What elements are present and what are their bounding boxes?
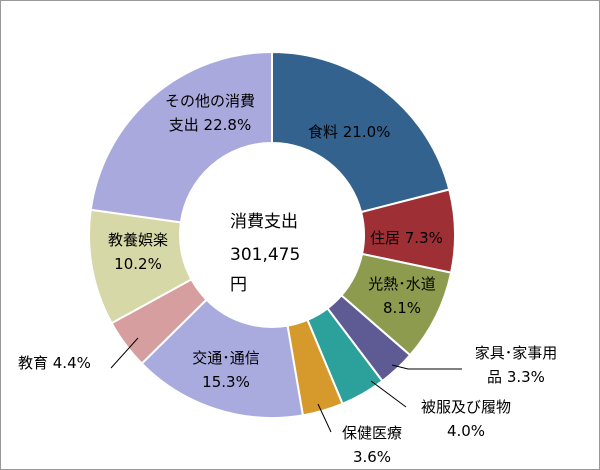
slice-label-3-line-1: 品 3.3% <box>487 368 545 386</box>
center-label-line-1: 消費支出 <box>230 212 298 232</box>
leader-line-7 <box>110 337 139 369</box>
slice-label-8-line-1: 10.2% <box>114 255 162 273</box>
slice-label-5-line-0: 保健医療 <box>342 424 402 442</box>
center-label-line-2: 301,475 <box>230 245 300 265</box>
leader-line-5 <box>317 403 332 433</box>
leader-line-4 <box>370 380 407 408</box>
slice-label-3-line-0: 家具･家事用 <box>475 344 558 362</box>
slice-label-4-line-0: 被服及び履物 <box>421 398 511 416</box>
slice-label-5-line-1: 3.6% <box>353 448 391 466</box>
slice-label-2-line-1: 8.1% <box>383 299 421 317</box>
slice-label-1-line-0: 住居 7.3% <box>370 229 443 247</box>
slice-label-9-line-0: その他の消費 <box>165 92 255 110</box>
slice-9 <box>89 50 273 224</box>
slice-label-6-line-0: 交通･通信 <box>192 349 260 367</box>
slice-label-4-line-1: 4.0% <box>447 422 485 440</box>
slice-label-6-line-1: 15.3% <box>202 373 250 391</box>
slice-label-0-line-0: 食料 21.0% <box>308 123 390 141</box>
slice-0 <box>271 50 451 214</box>
slice-label-9-line-1: 支出 22.8% <box>169 116 251 134</box>
slices-group <box>88 50 456 419</box>
leader-lines-group <box>110 337 462 433</box>
center-label: 消費支出 301,475 円 <box>230 212 300 295</box>
slice-label-2-line-0: 光熱･水道 <box>368 275 436 293</box>
slice-label-8-line-0: 教養娯楽 <box>108 231 168 249</box>
leader-line-3 <box>391 364 462 370</box>
slice-label-7-line-0: 教育 4.4% <box>18 354 91 372</box>
center-label-line-3: 円 <box>230 275 247 295</box>
